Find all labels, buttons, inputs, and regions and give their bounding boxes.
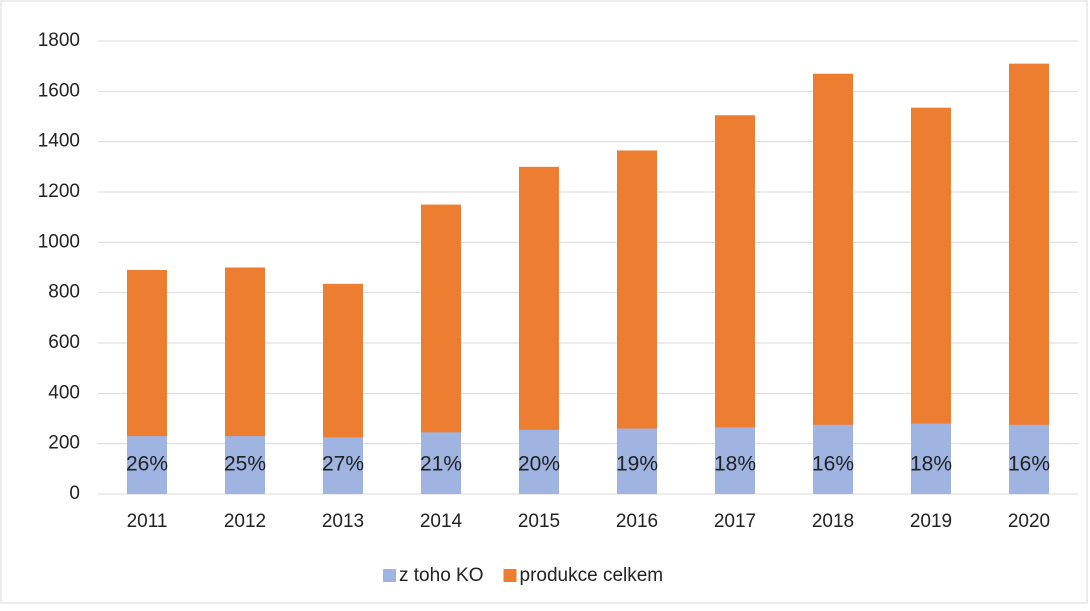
x-tick-label: 2017: [714, 511, 756, 532]
y-tick-label: 1400: [38, 131, 80, 152]
x-tick-label: 2011: [127, 511, 168, 532]
data-label: 19%: [616, 453, 658, 476]
data-label: 27%: [322, 453, 364, 476]
bar: [421, 432, 461, 494]
x-tick-label: 2013: [322, 511, 364, 532]
data-label: 16%: [1008, 453, 1050, 476]
y-tick-label: 600: [48, 332, 80, 353]
data-label: 26%: [126, 453, 168, 476]
y-tick-label: 1200: [38, 181, 80, 202]
y-tick-label: 1800: [38, 30, 80, 51]
x-tick-label: 2015: [518, 511, 560, 532]
legend-swatch: [503, 569, 517, 582]
x-tick-label: 2014: [420, 511, 463, 532]
data-label: 18%: [910, 453, 952, 476]
x-tick-label: 2020: [1008, 511, 1050, 532]
data-label: 21%: [420, 453, 462, 476]
legend-label: z toho KO: [399, 565, 484, 586]
bar: [127, 436, 167, 494]
x-tick-label: 2016: [616, 511, 658, 532]
bar: [813, 424, 853, 494]
bar: [715, 427, 755, 494]
bar: [617, 428, 657, 494]
bar: [519, 429, 559, 494]
bar: [1009, 63, 1049, 495]
legend-label: produkce celkem: [520, 565, 664, 586]
bar: [225, 436, 265, 494]
data-label: 18%: [714, 453, 756, 476]
x-tick-label: 2012: [224, 511, 266, 532]
y-tick-label: 1000: [38, 231, 80, 252]
bar: [911, 423, 951, 494]
y-tick-label: 0: [69, 483, 80, 504]
data-label: 20%: [518, 453, 560, 476]
y-tick-label: 400: [48, 382, 80, 403]
bar: [813, 73, 853, 494]
bar: [1009, 424, 1049, 494]
y-tick-label: 800: [48, 282, 80, 303]
x-tick-label: 2019: [910, 511, 952, 532]
bar: [323, 437, 363, 494]
y-tick-label: 200: [48, 433, 80, 454]
y-tick-label: 1600: [38, 80, 80, 101]
x-tick-label: 2018: [812, 511, 854, 532]
data-label: 16%: [812, 453, 854, 476]
data-label: 25%: [224, 453, 266, 476]
legend-swatch: [383, 569, 396, 582]
